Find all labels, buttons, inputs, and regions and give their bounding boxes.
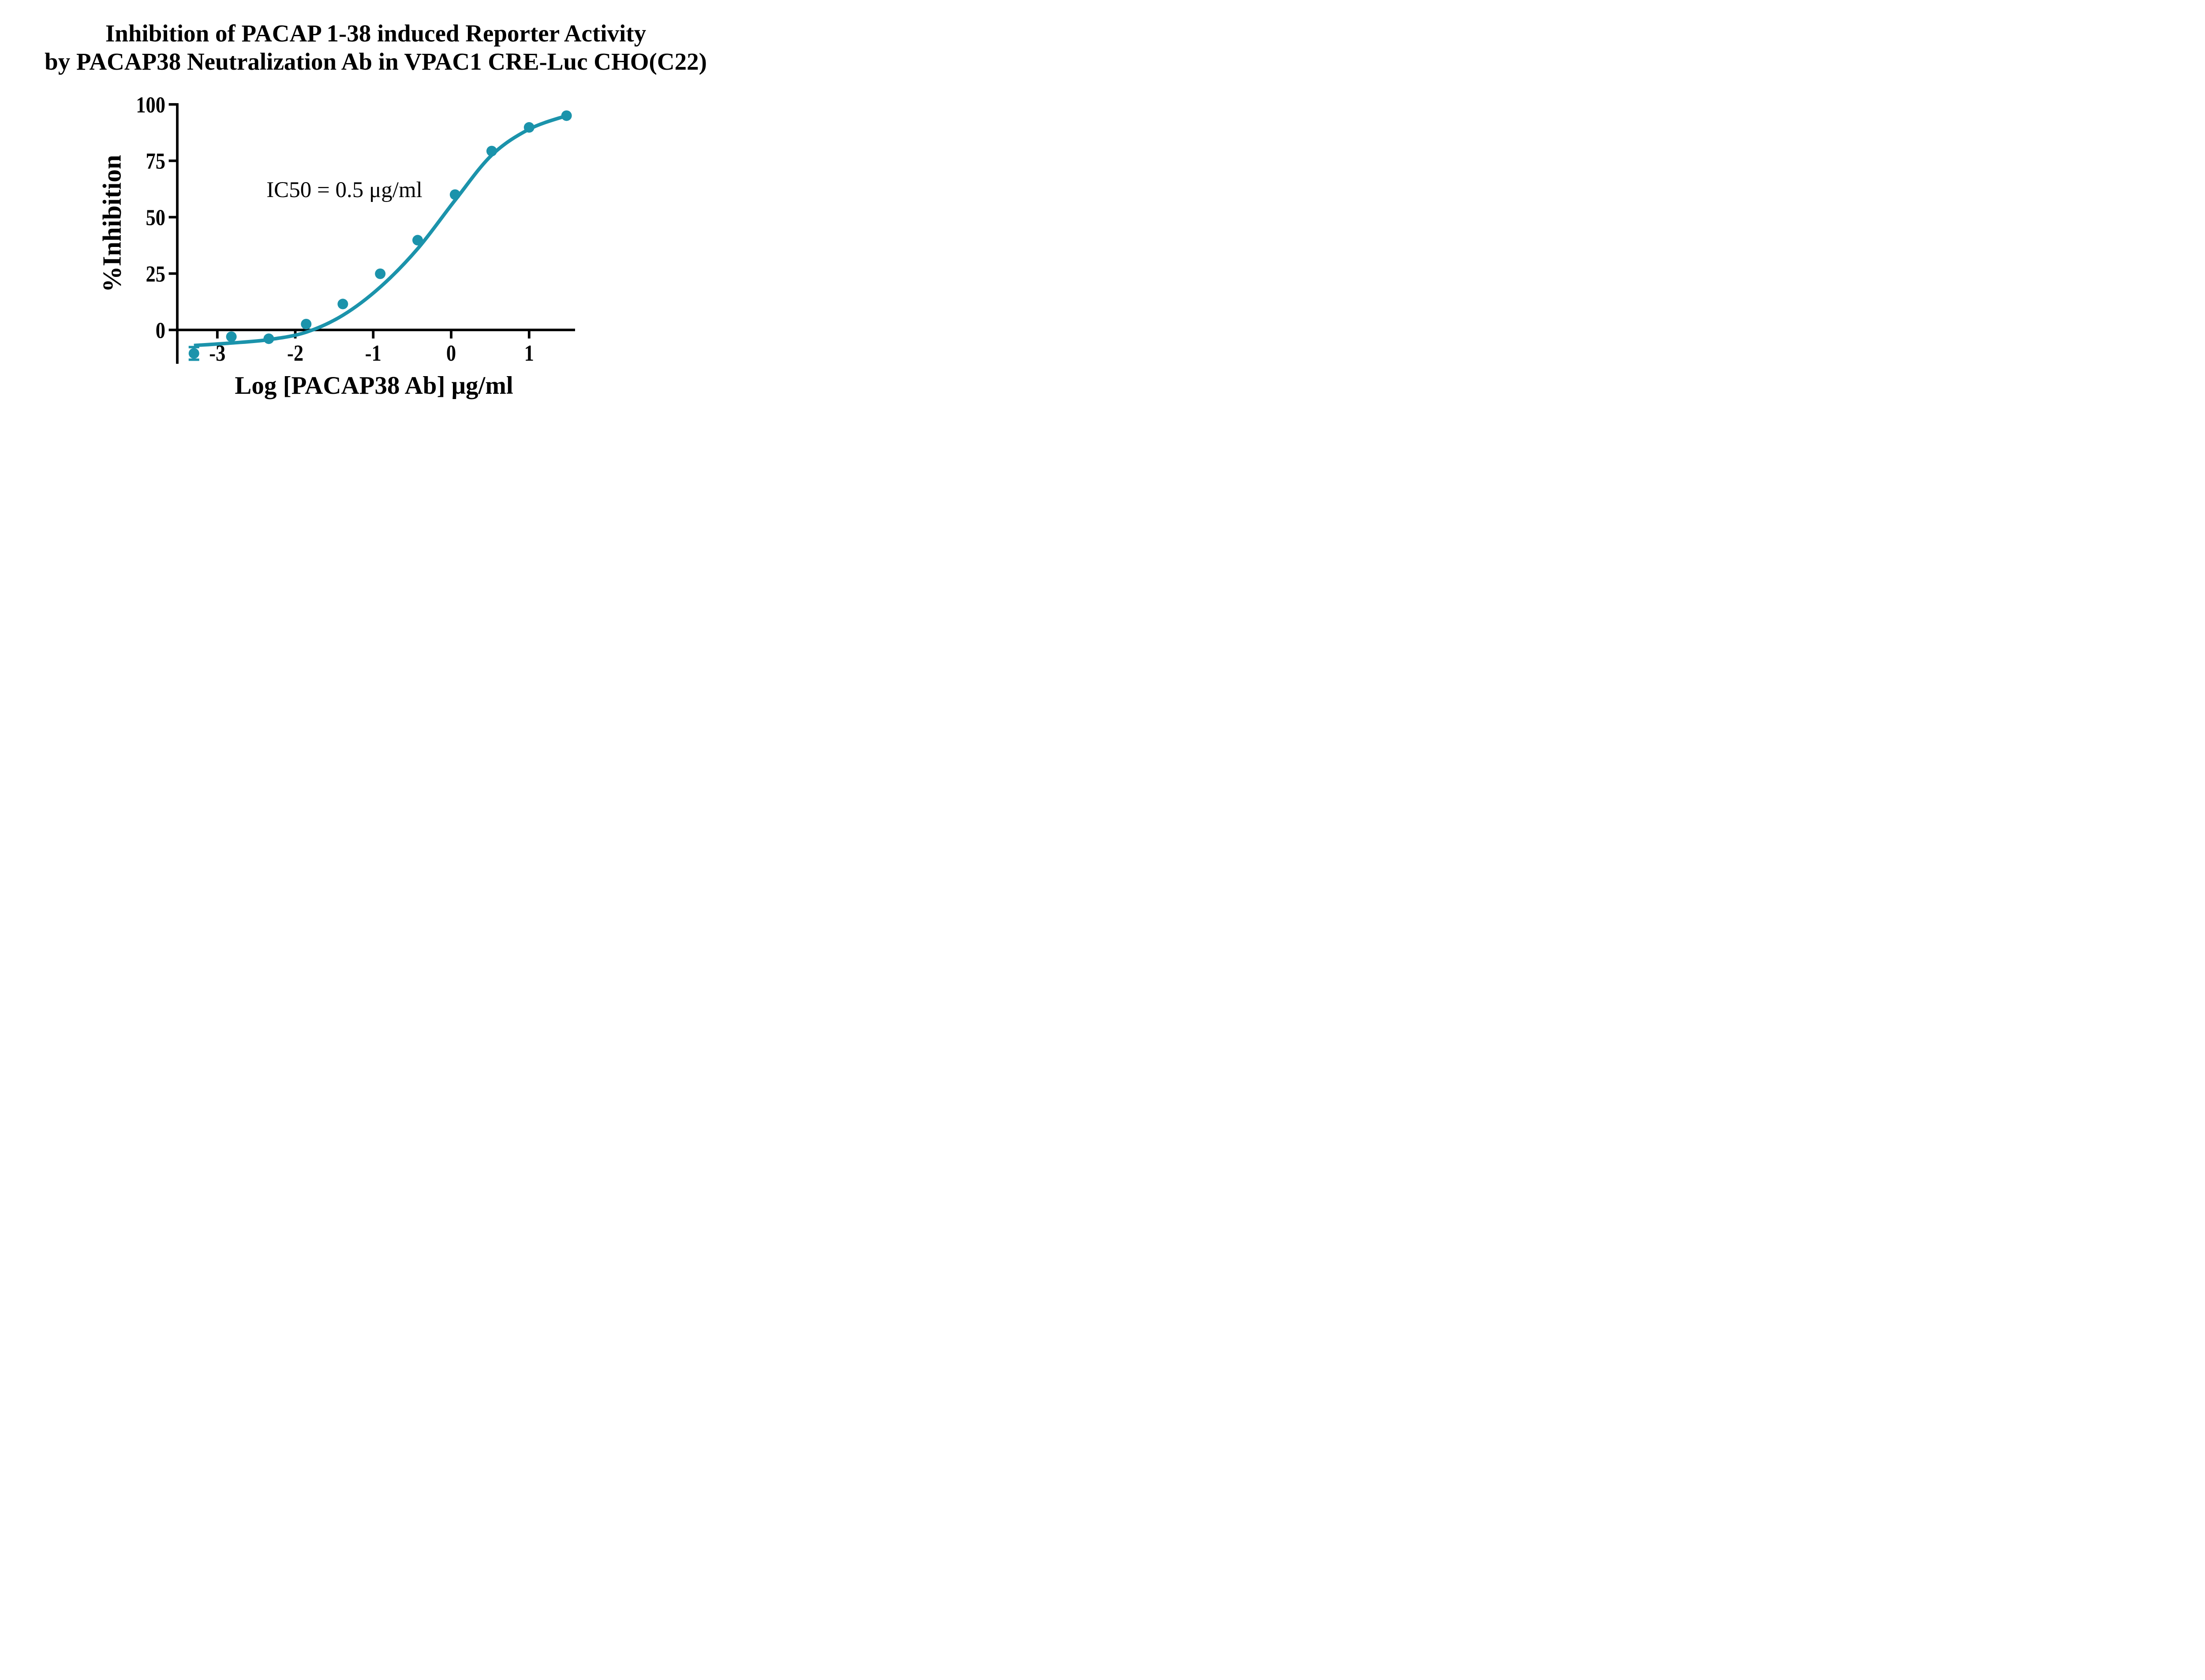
x-tick-label: 1: [524, 341, 534, 366]
data-point: [263, 333, 274, 344]
chart-title-line2: by PACAP38 Neutralization Ab in VPAC1 CR…: [45, 48, 707, 75]
data-point: [449, 189, 460, 200]
y-tick-label: 75: [146, 149, 165, 174]
x-tick-label: 0: [446, 341, 456, 366]
data-point: [523, 122, 534, 133]
x-tick-label: -2: [287, 341, 303, 366]
data-point: [188, 348, 199, 359]
data-point: [375, 268, 386, 279]
data-point: [337, 299, 348, 310]
ic50-annotation: IC50 = 0.5 μg/ml: [266, 178, 422, 202]
data-point: [486, 146, 497, 157]
y-tick-label: 25: [146, 261, 165, 287]
data-point: [561, 110, 572, 121]
y-tick-label: 50: [146, 205, 165, 230]
data-point: [226, 331, 237, 342]
data-point: [301, 318, 312, 329]
fit-curve: [194, 114, 567, 347]
y-tick-label: 100: [136, 93, 165, 118]
figure: Inhibition of PACAP 1-38 induced Reporte…: [0, 0, 745, 420]
data-point: [412, 235, 423, 246]
y-tick-label: 0: [156, 318, 165, 343]
chart-title-line1: Inhibition of PACAP 1-38 induced Reporte…: [105, 20, 647, 47]
x-axis-label: Log [PACAP38 Ab] μg/ml: [235, 372, 513, 399]
x-tick-label: -1: [365, 341, 381, 366]
